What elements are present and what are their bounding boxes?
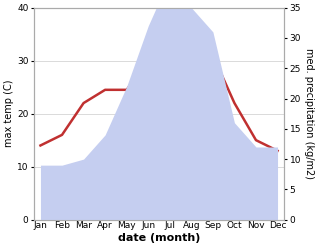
X-axis label: date (month): date (month) xyxy=(118,233,200,243)
Y-axis label: max temp (C): max temp (C) xyxy=(4,80,14,147)
Y-axis label: med. precipitation (kg/m2): med. precipitation (kg/m2) xyxy=(304,48,314,179)
